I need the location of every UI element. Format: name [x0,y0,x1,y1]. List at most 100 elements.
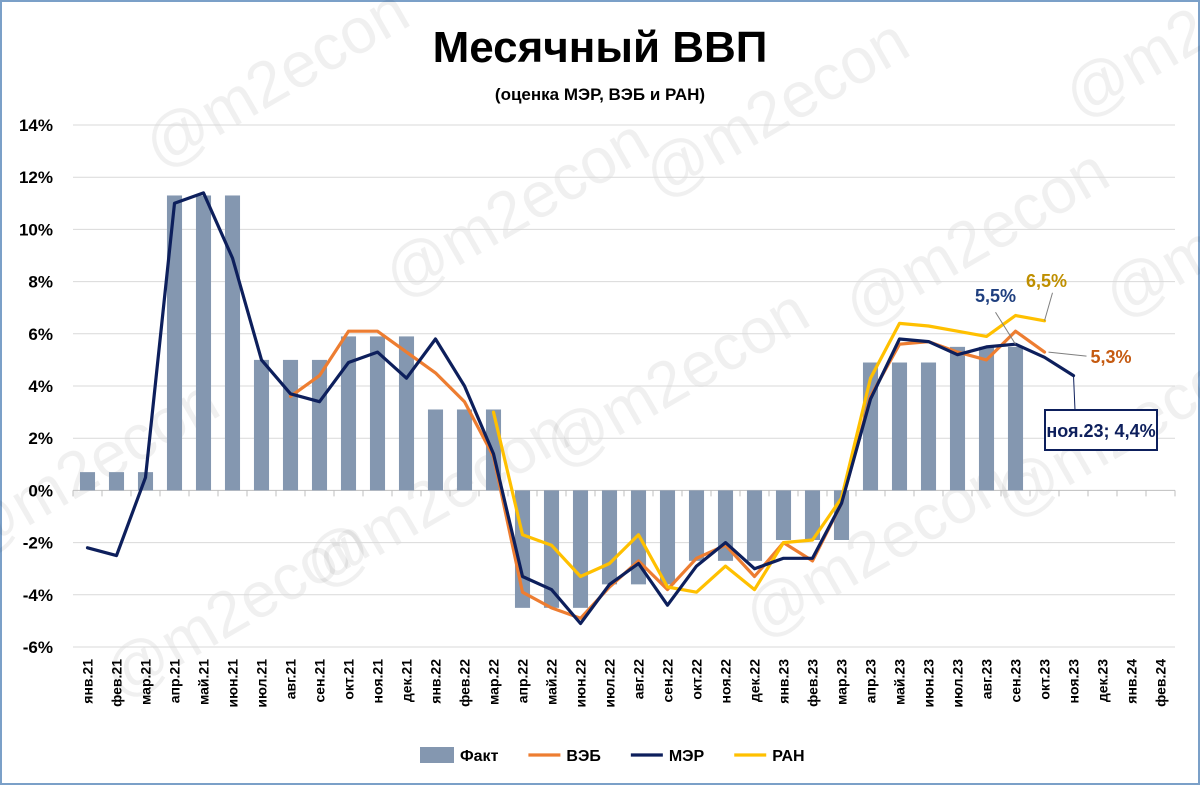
x-tick-label: сен.21 [312,659,328,703]
line-ВЭБ [288,329,1047,620]
bar-fact [1007,346,1024,491]
x-tick-label: фев.23 [805,659,821,707]
x-tick-label: июл.23 [950,659,966,708]
line-РАН [491,313,1047,594]
bar-fact [775,490,792,540]
y-tick-label: 10% [19,220,53,239]
x-tick-label: сен.22 [660,659,676,703]
x-tick-label: мар.22 [486,659,502,705]
x-tick-label: июн.22 [573,659,589,708]
y-tick-label: -2% [23,534,53,553]
x-tick-label: фев.21 [109,659,125,707]
bar-fact [920,362,937,491]
bar-fact [340,336,357,491]
bar-series [79,195,1024,608]
x-tick-label: авг.21 [283,659,299,699]
x-tick-label: июн.21 [225,659,241,708]
bar-fact [369,336,386,491]
x-tick-label: дек.22 [747,659,763,702]
bar-fact [108,472,125,491]
annotation-label: 5,5% [975,286,1016,306]
watermark-text: @m2econ [131,0,420,182]
x-tick-label: июл.22 [602,659,618,708]
chart-subtitle: (оценка МЭР, ВЭБ и РАН) [495,85,705,104]
y-tick-label: -6% [23,638,53,657]
bar-fact [688,490,705,561]
annotations: 5,5% 6,5% 5,3% ноя.23; 4,4% [975,271,1158,451]
x-tick-label: янв.22 [428,659,444,704]
bar-fact [746,490,763,561]
bar-fact [311,359,328,491]
line-series [85,191,1076,626]
watermark-text: @m2econ [531,273,820,482]
bar-fact [543,490,560,608]
y-tick-label: 12% [19,168,53,187]
y-tick-label: 2% [28,429,53,448]
x-tick-label: апр.22 [515,659,531,703]
bar-fact [978,346,995,491]
annotation-leader [1073,375,1076,411]
watermark-text: @m2econ [371,103,660,312]
x-axis: янв.21 фев.21 мар.21 апр.21 май.21 июн.21 июл.… [80,659,1169,708]
watermark-text: @m2econ [1091,123,1200,332]
x-tick-label: ноя.22 [718,659,734,704]
y-tick-label: 4% [28,377,53,396]
bar-fact [601,490,618,585]
x-tick-label: мар.21 [138,659,154,705]
bar-fact [253,359,270,491]
y-tick-label: 8% [28,273,53,292]
bar-fact [659,490,676,585]
bar-fact [79,472,96,491]
watermark-text: @m2econ [1051,0,1200,132]
x-tick-label: фев.22 [457,659,473,707]
y-tick-label: 6% [28,325,53,344]
x-tick-label: окт.21 [341,659,357,700]
annotation-leader [1048,351,1087,357]
x-tick-label: дек.21 [399,659,415,702]
legend-swatch [420,747,454,763]
x-tick-label: апр.23 [863,659,879,703]
legend-label: РАН [772,748,804,765]
x-tick-label: янв.23 [776,659,792,704]
x-tick-label: июн.23 [921,659,937,708]
legend-item: МЭР [630,748,705,765]
x-tick-label: ноя.21 [370,659,386,704]
bar-fact [427,409,444,491]
legend-item: Факт [420,747,499,765]
x-tick-label: апр.21 [167,659,183,703]
x-tick-label: авг.23 [979,659,995,699]
x-tick-label: май.23 [892,659,908,705]
bar-fact [717,490,734,561]
legend-label: Факт [460,748,499,765]
bar-fact [224,195,241,491]
annotation-label: ноя.23; 4,4% [1046,421,1155,441]
bar-fact [804,490,821,540]
annotation-label: 6,5% [1026,271,1067,291]
x-tick-label: фев.24 [1153,659,1169,707]
x-tick-label: май.22 [544,659,560,705]
x-tick-label: мар.23 [834,659,850,705]
bar-fact [398,336,415,491]
legend-label: ВЭБ [566,748,600,765]
watermark-text: @m2econ [831,133,1120,342]
x-tick-label: сен.23 [1008,659,1024,703]
legend-label: МЭР [669,748,705,765]
x-tick-label: май.21 [196,659,212,705]
bar-fact [949,346,966,491]
bar-fact [282,359,299,491]
legend-item: РАН [734,748,805,765]
x-tick-label: янв.24 [1124,659,1140,704]
bar-fact [891,362,908,491]
x-tick-label: июл.21 [254,659,270,708]
x-tick-label: авг.22 [631,659,647,699]
annotation-leader [1044,292,1053,321]
bar-fact [195,195,212,491]
bar-fact [456,409,473,491]
bar-fact [572,490,589,608]
y-tick-label: 14% [19,116,53,135]
y-tick-label: 0% [28,481,53,500]
x-tick-label: янв.21 [80,659,96,704]
x-tick-label: ноя.23 [1066,659,1082,704]
annotation-leader [995,311,1016,345]
